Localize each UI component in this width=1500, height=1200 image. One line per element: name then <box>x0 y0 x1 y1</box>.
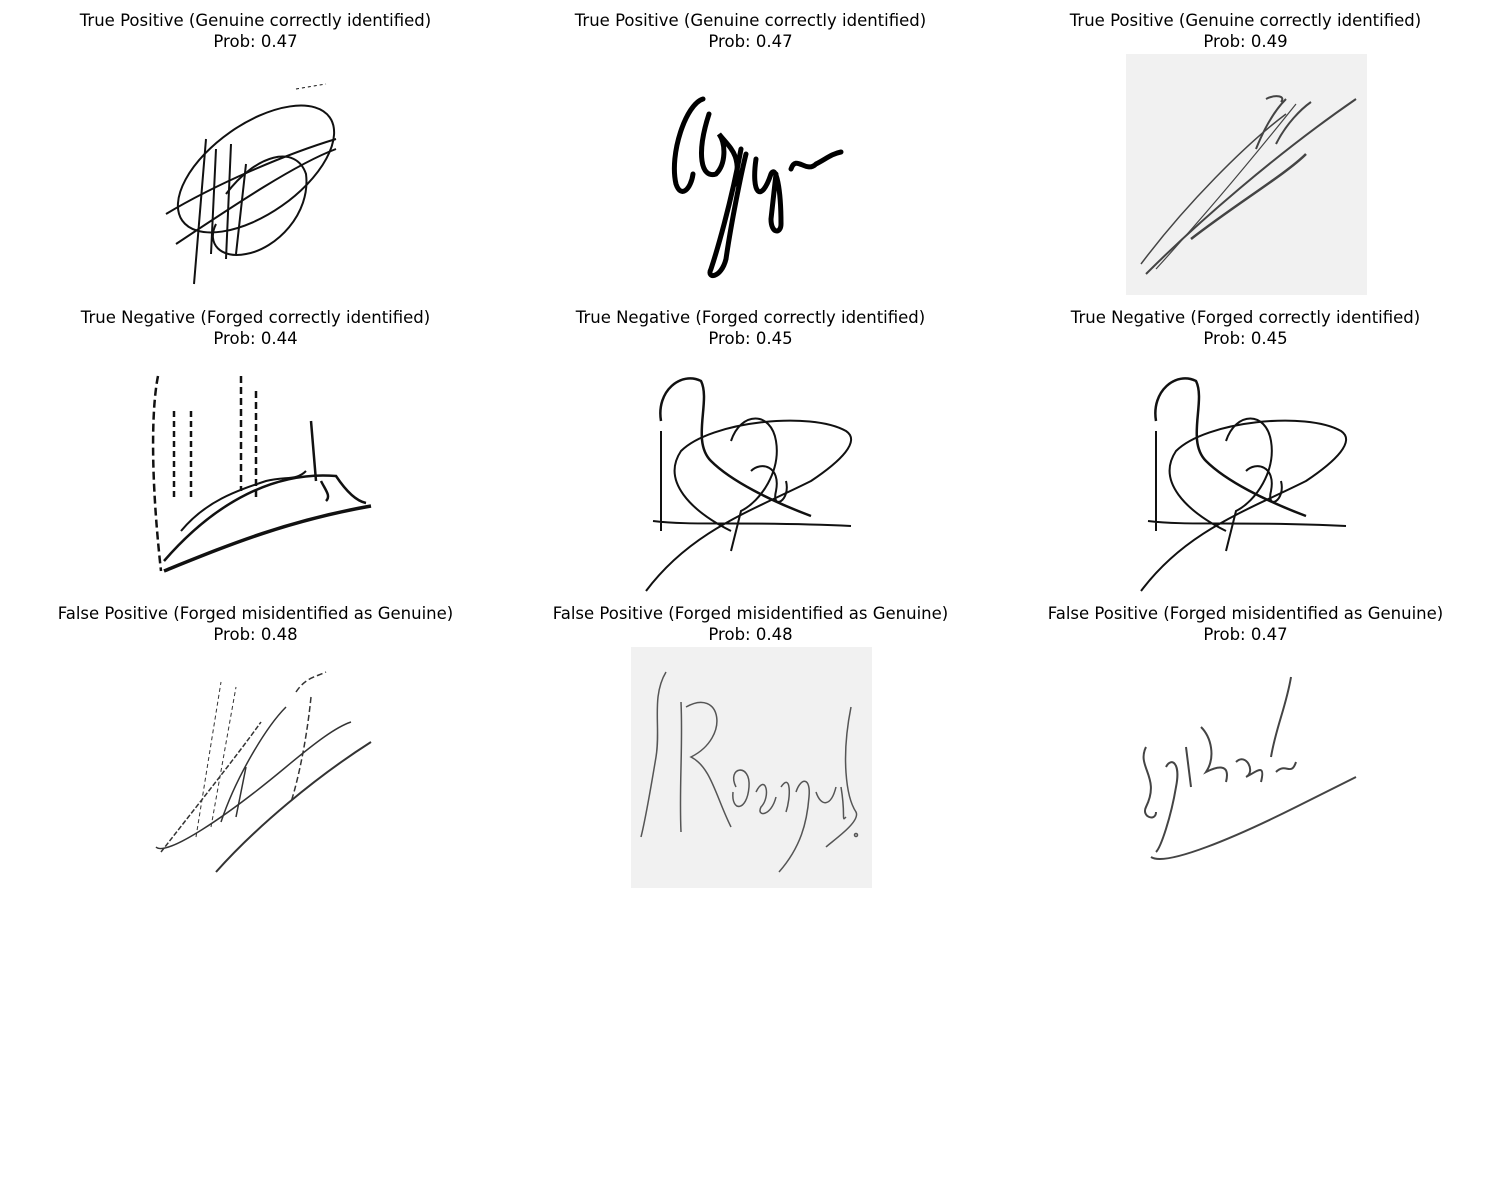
panel-probability: Prob: 0.49 <box>1203 32 1288 51</box>
panel-title: True Negative (Forged correctly identifi… <box>503 307 998 349</box>
panel-true-positive-1: True Positive (Genuine correctly identif… <box>8 0 503 290</box>
signature-image <box>1126 647 1367 888</box>
signature-image <box>136 54 377 295</box>
panel-title: True Negative (Forged correctly identifi… <box>8 307 503 349</box>
signature-image <box>136 351 377 592</box>
panel-true-negative-2: True Negative (Forged correctly identifi… <box>503 297 998 592</box>
panel-title-label: True Positive (Genuine correctly identif… <box>1069 11 1422 30</box>
panel-probability: Prob: 0.45 <box>708 329 793 348</box>
panel-title: False Positive (Forged misidentified as … <box>998 603 1493 645</box>
panel-true-negative-1: True Negative (Forged correctly identifi… <box>8 297 503 587</box>
panel-title-label: False Positive (Forged misidentified as … <box>552 604 949 623</box>
panel-title-label: True Positive (Genuine correctly identif… <box>79 11 432 30</box>
signature-image <box>1126 351 1367 592</box>
panel-false-positive-3: False Positive (Forged misidentified as … <box>998 593 1493 883</box>
signature-image <box>630 647 872 888</box>
panel-probability: Prob: 0.45 <box>1203 329 1288 348</box>
panel-probability: Prob: 0.48 <box>708 625 793 644</box>
panel-title: True Negative (Forged correctly identifi… <box>998 307 1493 349</box>
signature-image <box>631 351 872 592</box>
panel-title: False Positive (Forged misidentified as … <box>8 603 503 645</box>
panel-probability: Prob: 0.48 <box>213 625 298 644</box>
panel-true-positive-2: True Positive (Genuine correctly identif… <box>503 0 998 290</box>
panel-probability: Prob: 0.47 <box>213 32 298 51</box>
panel-title-label: True Negative (Forged correctly identifi… <box>1070 308 1421 327</box>
signature-image <box>136 647 377 888</box>
panel-title: False Positive (Forged misidentified as … <box>503 603 998 645</box>
panel-probability: Prob: 0.47 <box>1203 625 1288 644</box>
panel-false-positive-1: False Positive (Forged misidentified as … <box>8 593 503 883</box>
panel-true-positive-3: True Positive (Genuine correctly identif… <box>998 0 1493 295</box>
panel-title-label: False Positive (Forged misidentified as … <box>57 604 454 623</box>
panel-title-label: True Negative (Forged correctly identifi… <box>575 308 926 327</box>
panel-false-positive-2: False Positive (Forged misidentified as … <box>503 593 998 888</box>
panel-title-label: False Positive (Forged misidentified as … <box>1047 604 1444 623</box>
panel-title: True Positive (Genuine correctly identif… <box>8 10 503 52</box>
panel-probability: Prob: 0.47 <box>708 32 793 51</box>
panel-title-label: True Positive (Genuine correctly identif… <box>574 11 927 30</box>
signature-image <box>1125 54 1367 295</box>
signature-image <box>631 54 872 295</box>
panel-true-negative-3: True Negative (Forged correctly identifi… <box>998 297 1493 592</box>
panel-title: True Positive (Genuine correctly identif… <box>998 10 1493 52</box>
panel-title-label: True Negative (Forged correctly identifi… <box>80 308 431 327</box>
panel-title: True Positive (Genuine correctly identif… <box>503 10 998 52</box>
panel-probability: Prob: 0.44 <box>213 329 298 348</box>
